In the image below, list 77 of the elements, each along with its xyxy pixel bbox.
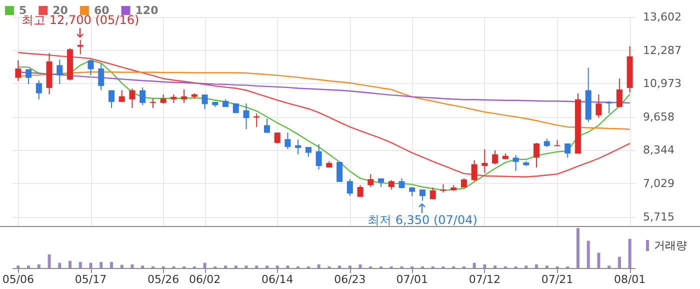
candlestick	[419, 189, 426, 202]
candlestick	[129, 88, 136, 108]
bar	[78, 262, 82, 268]
bar	[483, 264, 486, 268]
bar	[48, 254, 51, 268]
bar	[100, 262, 103, 268]
bar	[597, 252, 600, 268]
x-tick-label: 07/21	[541, 273, 574, 286]
candlestick	[243, 102, 250, 130]
candlestick	[482, 148, 488, 174]
y-tick-label: 12,287	[643, 44, 682, 57]
x-tick-label: 07/12	[468, 273, 501, 286]
candlestick	[108, 90, 114, 108]
candlestick	[295, 139, 302, 155]
bar	[68, 260, 72, 268]
candlestick	[368, 174, 374, 188]
x-tick-label: 08/01	[614, 273, 646, 286]
candlestick	[346, 178, 353, 196]
candlestick	[336, 161, 343, 182]
bar	[618, 256, 621, 268]
candlestick	[471, 160, 478, 182]
candlestick	[264, 118, 270, 134]
candlestick	[409, 186, 416, 197]
x-tick-label: 05/17	[74, 273, 107, 286]
candlestick	[492, 150, 498, 165]
candlestick	[616, 78, 622, 108]
bar	[120, 264, 124, 268]
line-series	[18, 60, 630, 191]
bar	[110, 262, 113, 268]
candlestick	[118, 90, 125, 102]
candlestick	[512, 154, 519, 172]
candlestick	[388, 180, 394, 190]
candlestick	[98, 63, 104, 91]
x-tick-label: 05/26	[147, 273, 180, 286]
y-tick-label: 8,344	[643, 144, 674, 157]
candlestick	[596, 94, 602, 118]
candlestick	[88, 59, 94, 76]
candlestick	[357, 184, 364, 198]
candlestick	[398, 178, 405, 190]
candlestick	[56, 59, 63, 85]
bar	[472, 262, 476, 268]
x-tick-label: 06/14	[262, 273, 294, 286]
y-tick-label: 9,658	[643, 110, 674, 124]
legend-label: 거래량	[654, 239, 687, 252]
candlestick	[26, 68, 32, 85]
candlestick	[274, 132, 280, 144]
candlestick	[181, 88, 188, 104]
bar	[317, 264, 320, 268]
bar	[358, 264, 362, 268]
candlestick	[202, 94, 208, 110]
annotation: 최저 6,350 (07/04)	[368, 212, 478, 227]
x-tick-label: 06/23	[334, 273, 366, 286]
bar	[203, 262, 206, 268]
x-tick-label: 07/01	[396, 273, 428, 286]
candlestick	[606, 100, 612, 114]
candlestick	[36, 80, 42, 100]
x-tick-label: 05/06	[2, 273, 34, 286]
bar	[130, 264, 134, 268]
candlestick	[284, 132, 291, 150]
candlestick	[140, 86, 146, 106]
y-tick-label: 7,029	[643, 176, 674, 190]
y-tick-label: 5,715	[643, 210, 674, 224]
candlestick	[150, 98, 156, 108]
candlestick	[15, 60, 22, 82]
candlestick	[316, 144, 322, 170]
y-tick-label: 10,973	[643, 77, 682, 90]
bar	[576, 228, 580, 268]
candlestick	[564, 142, 571, 158]
bar	[58, 262, 62, 268]
bar	[535, 264, 538, 268]
candlestick	[534, 142, 540, 168]
bar	[89, 262, 92, 268]
bar	[628, 238, 632, 268]
bar	[586, 240, 590, 268]
bar	[37, 264, 40, 268]
y-tick-label: 13,602	[643, 10, 682, 24]
x-tick-label: 06/02	[188, 273, 221, 286]
